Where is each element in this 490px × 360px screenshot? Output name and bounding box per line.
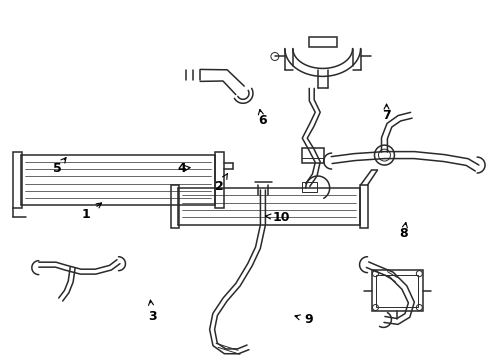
Text: 8: 8 — [399, 222, 408, 240]
Text: 7: 7 — [382, 104, 391, 122]
Text: 3: 3 — [148, 300, 157, 323]
Bar — [172, 185, 179, 228]
Bar — [309, 37, 337, 46]
Bar — [13, 152, 22, 208]
Text: 1: 1 — [82, 203, 101, 221]
Text: 4: 4 — [177, 162, 190, 175]
Text: 9: 9 — [295, 313, 313, 327]
Bar — [371, 270, 423, 311]
Bar — [360, 185, 368, 228]
Text: 6: 6 — [258, 109, 267, 127]
Bar — [376, 275, 418, 306]
Text: 5: 5 — [53, 158, 66, 175]
Text: 10: 10 — [266, 211, 291, 224]
Text: 2: 2 — [215, 174, 227, 193]
Bar — [215, 152, 224, 208]
Bar — [302, 148, 324, 163]
Bar — [302, 182, 317, 192]
